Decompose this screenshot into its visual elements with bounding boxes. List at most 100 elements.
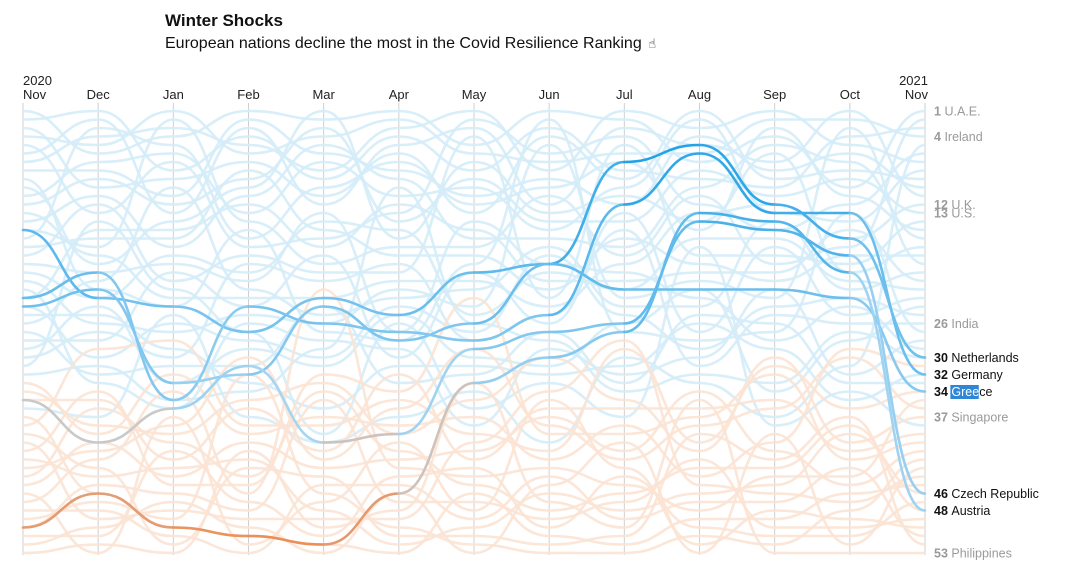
background-series-line (22, 109, 926, 164)
background-series-line (22, 220, 926, 317)
series-segment (172, 305, 250, 334)
series-greece[interactable] (21, 262, 927, 393)
series-segment (397, 330, 476, 342)
series-segment (247, 534, 325, 546)
series-segment (848, 271, 927, 512)
series-segment (247, 364, 325, 444)
series-segment (623, 143, 701, 164)
series-segment (698, 220, 776, 232)
series-segment (848, 296, 927, 393)
text-selection-highlight (950, 385, 979, 399)
background-series-line (22, 126, 926, 334)
background-series-line (22, 339, 926, 521)
series-segment (472, 313, 551, 342)
series-segment (547, 262, 626, 291)
series-segment (247, 305, 325, 325)
year-label: 2021 (899, 73, 928, 88)
rank-label[interactable]: 26 India (934, 317, 979, 331)
series-segment (472, 330, 551, 351)
series-czech-republic[interactable] (21, 220, 927, 495)
chart-subtitle-text: European nations decline the most in the… (165, 35, 642, 52)
series-segment (547, 203, 626, 317)
rank-label[interactable]: 30 Netherlands (934, 351, 1019, 365)
series-segment (172, 305, 250, 402)
background-series-line (23, 466, 926, 555)
background-series-line (22, 109, 926, 215)
background-series-line (22, 339, 926, 453)
series-segment (96, 492, 175, 529)
rank-label[interactable]: 13 U.S. (934, 207, 976, 221)
rank-label[interactable]: 1 U.A.E. (934, 105, 981, 119)
background-series-line (22, 109, 926, 189)
series-segment (848, 211, 927, 376)
series-segment (623, 152, 701, 206)
month-label: May (462, 87, 487, 102)
series-segment (472, 262, 551, 325)
month-label: Dec (87, 87, 111, 102)
series-segment (698, 152, 776, 215)
background-series-line (22, 356, 926, 453)
rank-label[interactable]: 4 Ireland (934, 130, 983, 144)
rank-label[interactable]: 37 Singapore (934, 411, 1008, 425)
month-label: Jan (163, 87, 184, 102)
series-segment (322, 305, 401, 342)
series-segment (397, 271, 476, 317)
rank-label[interactable]: 46 Czech Republic (934, 487, 1039, 501)
series-segment (397, 381, 476, 495)
background-series-line (22, 254, 926, 359)
background-series-line (22, 305, 925, 385)
series-segment (773, 203, 852, 240)
series-segment (322, 296, 401, 317)
month-label: Nov (23, 87, 47, 102)
series-segment (172, 373, 250, 385)
month-label: Nov (905, 87, 929, 102)
background-series-line (22, 203, 926, 300)
background-series-line (22, 126, 926, 240)
series-segment (96, 407, 175, 444)
background-series-line (22, 415, 926, 546)
background-series-line (22, 118, 926, 266)
background-series-line (23, 373, 926, 461)
background-series-line (22, 109, 926, 172)
series-segment (322, 322, 401, 334)
series-austria[interactable] (21, 211, 927, 546)
series-segment (773, 220, 852, 274)
series-segment (21, 492, 100, 529)
rank-label[interactable]: 12 U.K. (934, 198, 976, 212)
background-series-line (22, 432, 926, 546)
chart-title: Winter Shocks (165, 11, 283, 30)
rank-label[interactable]: 34 Greece (934, 385, 992, 399)
series-segment (21, 228, 100, 300)
background-series-line (22, 109, 926, 215)
series-segment (698, 143, 776, 206)
background-series-line (22, 390, 926, 487)
series-segment (623, 211, 701, 334)
series-segment (698, 211, 776, 223)
chart-subtitle: European nations decline the most in the… (165, 35, 656, 53)
series-segment (172, 364, 250, 410)
highlighted-lines (21, 143, 927, 546)
series-segment (472, 262, 551, 274)
month-axis: Nov Dec Jan Feb Mar Apr May Jun Jul Aug Sep Oct Nov2… (23, 73, 928, 102)
month-label: Apr (389, 87, 410, 102)
rank-label[interactable]: 53 Philippines (934, 547, 1012, 561)
month-label: Sep (763, 87, 786, 102)
rank-label[interactable]: 48 Austria (934, 504, 990, 518)
series-segment (322, 492, 401, 546)
background-series-line (22, 211, 926, 351)
series-segment (21, 398, 100, 444)
year-label: 2020 (23, 73, 52, 88)
series-segment (547, 330, 626, 359)
rank-labels: 1 U.A.E. 4 Ireland 12 U.K.13 U.S. 26 India 3… (934, 105, 1039, 561)
background-series-line (23, 449, 926, 538)
month-label: Mar (312, 87, 335, 102)
rank-label[interactable]: 32 Germany (934, 368, 1004, 382)
background-series-line (22, 373, 926, 555)
background-series-line (22, 296, 926, 487)
background-series-line (22, 126, 926, 223)
month-label: Aug (688, 87, 711, 102)
month-label: Oct (840, 87, 861, 102)
series-segment (397, 347, 476, 436)
background-series-line (23, 313, 926, 410)
